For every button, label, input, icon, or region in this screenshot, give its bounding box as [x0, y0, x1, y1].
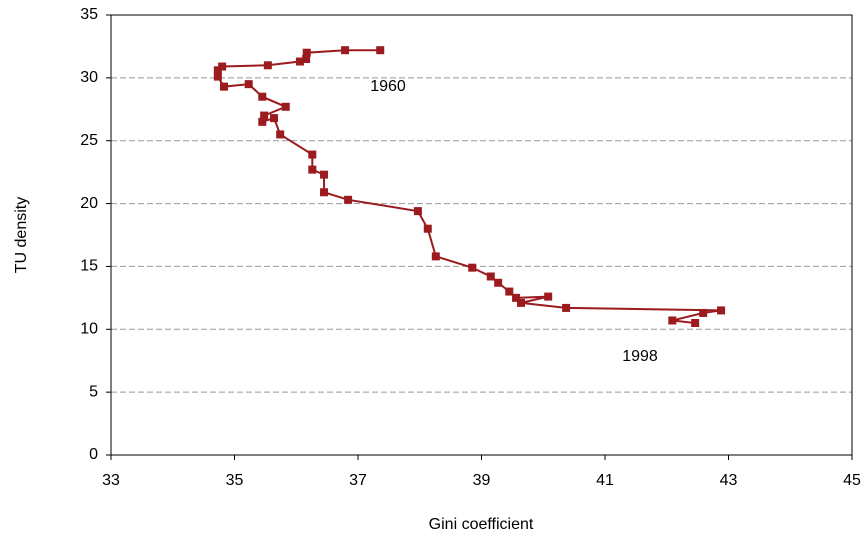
point	[562, 303, 571, 312]
point	[258, 92, 267, 101]
x-tick-label: 39	[473, 472, 491, 489]
point	[258, 117, 267, 126]
point	[244, 80, 253, 89]
x-axis-title: Gini coefficient	[429, 516, 534, 533]
x-tick-label: 41	[596, 472, 614, 489]
point	[699, 308, 708, 317]
y-tick-label: 0	[89, 446, 98, 463]
y-tick-label: 15	[80, 258, 98, 275]
x-tick-label: 37	[349, 472, 367, 489]
point	[218, 62, 227, 71]
point	[276, 130, 285, 139]
point	[512, 293, 521, 302]
point	[413, 207, 422, 216]
point	[213, 66, 222, 75]
point	[341, 46, 350, 55]
point	[263, 61, 272, 70]
point	[260, 111, 269, 120]
point	[295, 57, 304, 66]
point	[431, 252, 440, 261]
point	[220, 82, 229, 91]
x-tick-label: 33	[102, 472, 120, 489]
point	[505, 287, 514, 296]
point	[717, 306, 726, 315]
point	[270, 114, 279, 123]
y-tick-label: 10	[80, 321, 98, 338]
point	[344, 195, 353, 204]
point	[302, 48, 311, 57]
point	[544, 292, 553, 301]
x-tick-label: 45	[843, 472, 861, 489]
line	[216, 49, 722, 324]
point	[486, 272, 495, 281]
point	[668, 316, 677, 325]
point	[494, 278, 503, 287]
point	[213, 72, 222, 81]
point	[423, 224, 432, 233]
x-tick-label: 43	[720, 472, 738, 489]
annotation: 1960	[370, 78, 406, 95]
x-tick-label: 35	[226, 472, 244, 489]
y-tick-label: 35	[80, 6, 98, 23]
point	[468, 263, 477, 272]
point	[320, 170, 329, 179]
point	[308, 165, 317, 174]
plot-frame	[110, 14, 853, 456]
y-tick-label: 5	[89, 383, 98, 400]
y-tick-label: 25	[80, 132, 98, 149]
y-tick-label: 30	[80, 69, 98, 86]
point	[691, 319, 700, 327]
point	[308, 150, 317, 159]
point	[320, 188, 329, 197]
annotation: 1998	[622, 348, 658, 365]
point	[517, 298, 526, 307]
point	[302, 55, 311, 63]
point	[281, 102, 290, 111]
y-axis-title: TU density	[13, 197, 30, 273]
y-tick-label: 20	[80, 195, 98, 212]
point	[376, 46, 385, 55]
